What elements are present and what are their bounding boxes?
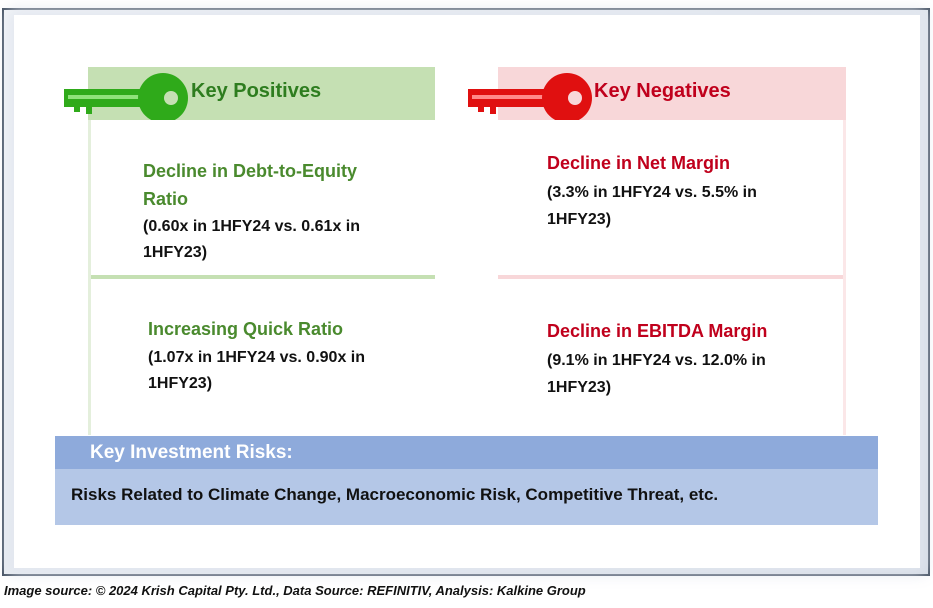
key-investment-risks-body: Risks Related to Climate Change, Macroec…: [55, 469, 878, 525]
negative-item-detail-cont: 1HFY23): [547, 379, 612, 396]
negative-item-title: Decline in EBITDA Margin: [547, 321, 768, 341]
negative-column-edge: [843, 120, 846, 435]
negative-card-1: Decline in Net Margin (3.3% in 1HFY24 vs…: [498, 120, 846, 277]
positive-item-detail: (0.60x in 1HFY24 vs. 0.61x in: [143, 218, 361, 235]
positive-item-title-cont: Ratio: [143, 189, 188, 209]
negative-card-2: Decline in EBITDA Margin (9.1% in 1HFY24…: [498, 279, 846, 435]
image-source-caption: Image source: © 2024 Krish Capital Pty. …: [4, 583, 586, 598]
key-positives-title: Key Positives: [191, 80, 322, 102]
positive-item-detail-cont: 1HFY23): [148, 375, 213, 392]
positive-column-edge: [88, 120, 91, 435]
positive-card-1: Decline in Debt-to-Equity Ratio (0.60x i…: [88, 120, 435, 277]
negative-item-title: Decline in Net Margin: [547, 153, 731, 173]
positive-divider: [88, 275, 435, 279]
key-icon: [64, 73, 188, 123]
key-icon: [468, 73, 592, 123]
positive-item-detail-cont: 1HFY23): [143, 244, 208, 261]
key-negatives-title: Key Negatives: [594, 80, 731, 102]
positive-item-title: Increasing Quick Ratio: [148, 319, 344, 339]
negative-divider: [498, 275, 846, 279]
key-investment-risks-text: Risks Related to Climate Change, Macroec…: [71, 485, 719, 504]
positive-item-detail: (1.07x in 1HFY24 vs. 0.90x in: [148, 349, 366, 366]
negative-item-detail: (3.3% in 1HFY24 vs. 5.5% in: [547, 184, 757, 201]
positive-card-2: Increasing Quick Ratio (1.07x in 1HFY24 …: [88, 279, 435, 435]
key-investment-risks-title: Key Investment Risks:: [90, 442, 293, 463]
positive-item-title: Decline in Debt-to-Equity: [143, 161, 358, 181]
key-investment-risks-header: Key Investment Risks:: [55, 436, 878, 469]
negative-item-detail: (9.1% in 1HFY24 vs. 12.0% in: [547, 352, 766, 369]
negative-item-detail-cont: 1HFY23): [547, 211, 612, 228]
